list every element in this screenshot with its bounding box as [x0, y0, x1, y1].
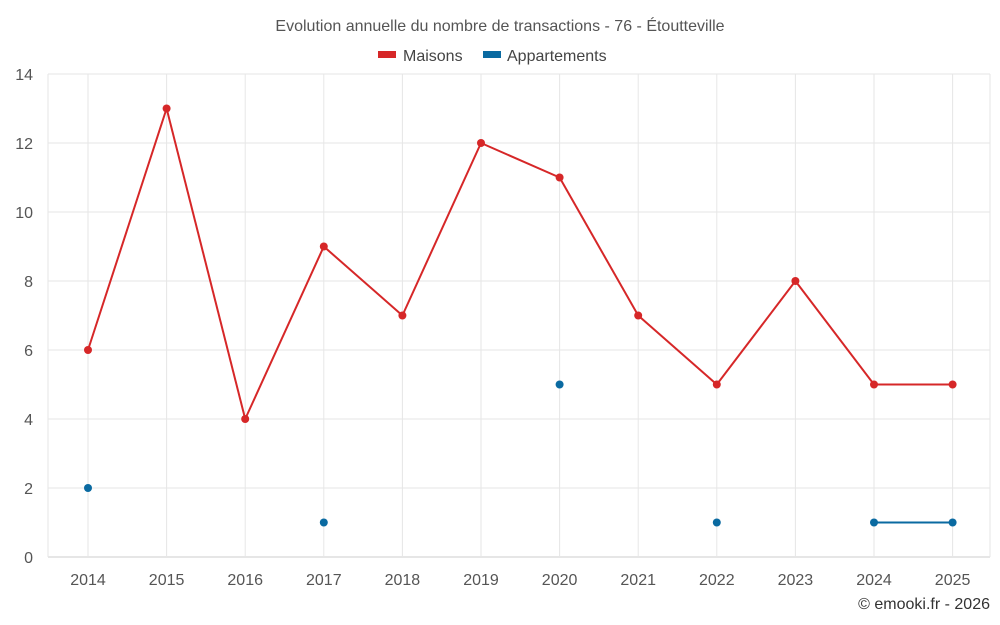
series-layer — [84, 104, 957, 527]
series-line-segment — [480, 142, 561, 179]
x-tick-label: 2023 — [778, 572, 814, 589]
x-axis-ticks: 2014 2015 2016 2017 2018 2019 2020 2021 2022 2023… — [70, 572, 970, 589]
series-line-segment — [401, 142, 482, 316]
legend: Maisons Appartements — [378, 48, 607, 65]
legend-swatch — [483, 51, 501, 58]
legend-label: Appartements — [507, 48, 607, 65]
credit-text: © emooki.fr - 2026 — [858, 596, 990, 613]
data-point[interactable] — [948, 518, 957, 527]
series-line-segment — [794, 280, 875, 386]
y-tick-label: 10 — [15, 205, 33, 222]
legend-label: Maisons — [403, 48, 463, 65]
data-point[interactable] — [634, 311, 643, 320]
y-tick-label: 4 — [24, 412, 33, 429]
series-line-segment — [165, 108, 247, 420]
x-tick-label: 2024 — [856, 572, 892, 589]
x-tick-label: 2014 — [70, 572, 106, 589]
data-point[interactable] — [870, 518, 878, 527]
series-line-segment — [716, 280, 797, 386]
series-appartements — [84, 380, 957, 527]
data-point[interactable] — [319, 242, 328, 251]
series-line-segment — [244, 246, 325, 420]
x-tick-label: 2016 — [227, 572, 263, 589]
data-point[interactable] — [477, 139, 485, 147]
data-point[interactable] — [319, 518, 328, 527]
x-tick-label: 2015 — [149, 572, 185, 589]
y-tick-label: 0 — [24, 550, 33, 567]
y-tick-label: 12 — [15, 136, 33, 153]
series-line-segment — [87, 108, 168, 351]
x-tick-label: 2018 — [385, 572, 421, 589]
y-tick-label: 14 — [15, 67, 33, 84]
x-tick-label: 2019 — [463, 572, 499, 589]
legend-swatch — [378, 51, 396, 58]
series-line-segment — [558, 177, 640, 316]
data-point[interactable] — [84, 484, 92, 492]
data-point[interactable] — [162, 104, 171, 113]
series-maisons — [84, 104, 957, 423]
gridlines — [47, 73, 991, 558]
series-line-segment — [323, 245, 404, 317]
data-point[interactable] — [948, 380, 957, 389]
x-tick-label: 2017 — [306, 572, 342, 589]
data-point[interactable] — [791, 277, 800, 285]
data-point[interactable] — [555, 173, 564, 182]
x-tick-label: 2025 — [935, 572, 971, 589]
data-point[interactable] — [398, 311, 407, 320]
data-point[interactable] — [870, 380, 878, 389]
x-tick-label: 2021 — [620, 572, 656, 589]
series-line-segment — [637, 314, 718, 386]
data-point[interactable] — [241, 415, 250, 423]
x-tick-label: 2022 — [699, 572, 735, 589]
legend-item-appartements[interactable]: Appartements — [483, 48, 607, 65]
x-tick-label: 2020 — [542, 572, 578, 589]
data-point[interactable] — [712, 380, 721, 389]
y-tick-label: 2 — [24, 481, 33, 498]
y-tick-label: 6 — [24, 343, 33, 360]
y-tick-label: 8 — [24, 274, 33, 291]
data-point[interactable] — [84, 346, 92, 354]
data-point[interactable] — [555, 380, 564, 389]
data-point[interactable] — [712, 518, 721, 527]
legend-item-maisons[interactable]: Maisons — [378, 48, 463, 65]
y-axis-ticks: 0 2 4 6 8 10 12 14 — [15, 67, 33, 567]
chart-title: Evolution annuelle du nombre de transact… — [275, 16, 724, 35]
